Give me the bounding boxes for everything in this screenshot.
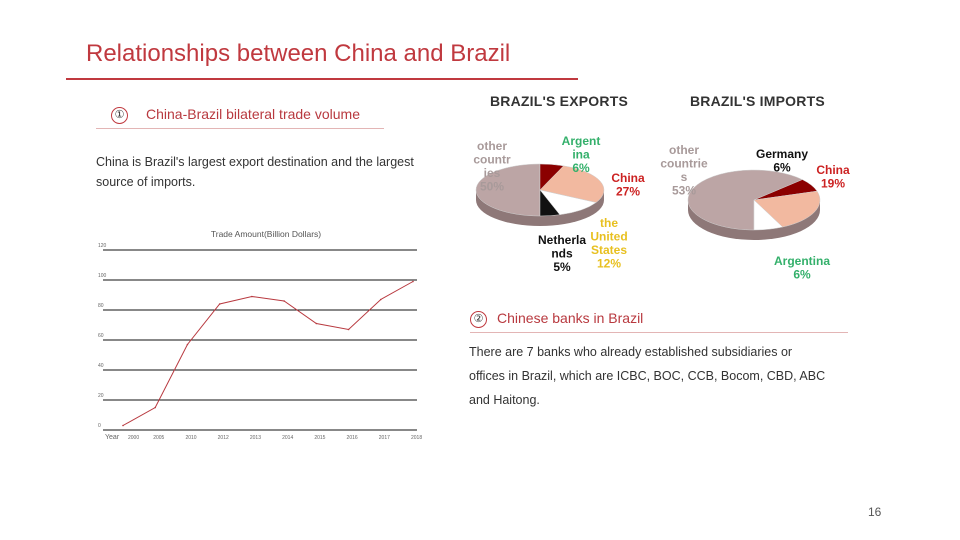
section-body-banks: There are 7 banks who already establishe… (469, 345, 826, 407)
y-tick-label: 20 (98, 393, 104, 399)
x-tick-label: 2017 (379, 435, 390, 441)
y-tick-label: 60 (98, 333, 104, 339)
y-tick-label: 100 (98, 273, 107, 279)
exports-pie (475, 163, 605, 226)
exports-slice (539, 189, 561, 217)
x-tick-label: 2013 (250, 435, 261, 441)
exports-label-netherlands: Netherla nds 5% (538, 233, 586, 274)
x-tick-label: 2014 (282, 435, 293, 441)
trade-amount-point (186, 343, 189, 346)
imports-label-argentina: Argentina 6% (774, 254, 830, 282)
x-tick-label: 2010 (185, 435, 196, 441)
trade-amount-point (412, 280, 414, 283)
trade-line-chart: Trade Amount(Billion Dollars) 0 20 40 60 80 10… (98, 229, 422, 441)
trade-amount-point (379, 298, 382, 301)
page-title: Relationships between China and Brazil (86, 40, 511, 67)
x-tick-label: 2016 (347, 435, 358, 441)
section-heading-trade: China-Brazil bilateral trade volume (146, 106, 360, 122)
section-number-2: ② (470, 311, 487, 328)
trade-amount-point (122, 424, 124, 427)
trade-amount-point (283, 300, 285, 302)
exports-label-usa: the United States 12% (590, 216, 627, 271)
imports-pie-title: BRAZIL'S IMPORTS (690, 93, 825, 109)
section-divider-2 (470, 332, 848, 333)
title-underline (66, 78, 578, 80)
section-heading-banks: Chinese banks in Brazil (497, 310, 644, 326)
trade-amount-point (154, 406, 157, 409)
trade-amount-point (218, 303, 221, 305)
trade-amount-series-line (122, 281, 414, 426)
y-tick-label: 0 (98, 423, 101, 429)
trade-amount-point (315, 322, 318, 325)
imports-label-china: China 19% (816, 163, 850, 191)
imports-slice (687, 169, 803, 231)
x-tick-label: 2012 (218, 435, 229, 441)
imports-label-other: other countrie s 53% (660, 143, 708, 198)
imports-slice (753, 190, 821, 228)
exports-label-other: other countr ies 50% (473, 139, 511, 194)
trade-amount-point (347, 328, 350, 331)
imports-slice (753, 199, 784, 231)
section-divider-1 (96, 128, 384, 129)
x-tick-label: 2000 (128, 435, 139, 441)
y-tick-label: 80 (98, 303, 104, 309)
imports-label-germany: Germany 6% (756, 147, 808, 175)
exports-slice (475, 163, 541, 217)
x-axis-label: Year (105, 434, 120, 441)
page-number: 16 (868, 505, 882, 519)
imports-pie (687, 169, 821, 240)
x-tick-label: 2018 (411, 435, 422, 441)
chart-title: Trade Amount(Billion Dollars) (211, 229, 321, 239)
x-tick-label: 2005 (153, 435, 164, 441)
exports-pie-title: BRAZIL'S EXPORTS (490, 93, 628, 109)
exports-label-argentina: Argent ina 6% (562, 134, 601, 175)
trade-amount-point (251, 295, 253, 298)
x-tick-label: 2015 (314, 435, 325, 441)
y-tick-label: 120 (98, 243, 107, 249)
section-body-trade: China is Brazil's largest export destina… (96, 155, 414, 189)
y-tick-label: 40 (98, 363, 104, 369)
section-number-1: ① (111, 107, 128, 124)
trade-pie-charts: other countr ies 50% Argent ina 6% China 27% the U… (473, 134, 850, 282)
exports-label-china: China 27% (611, 171, 645, 199)
